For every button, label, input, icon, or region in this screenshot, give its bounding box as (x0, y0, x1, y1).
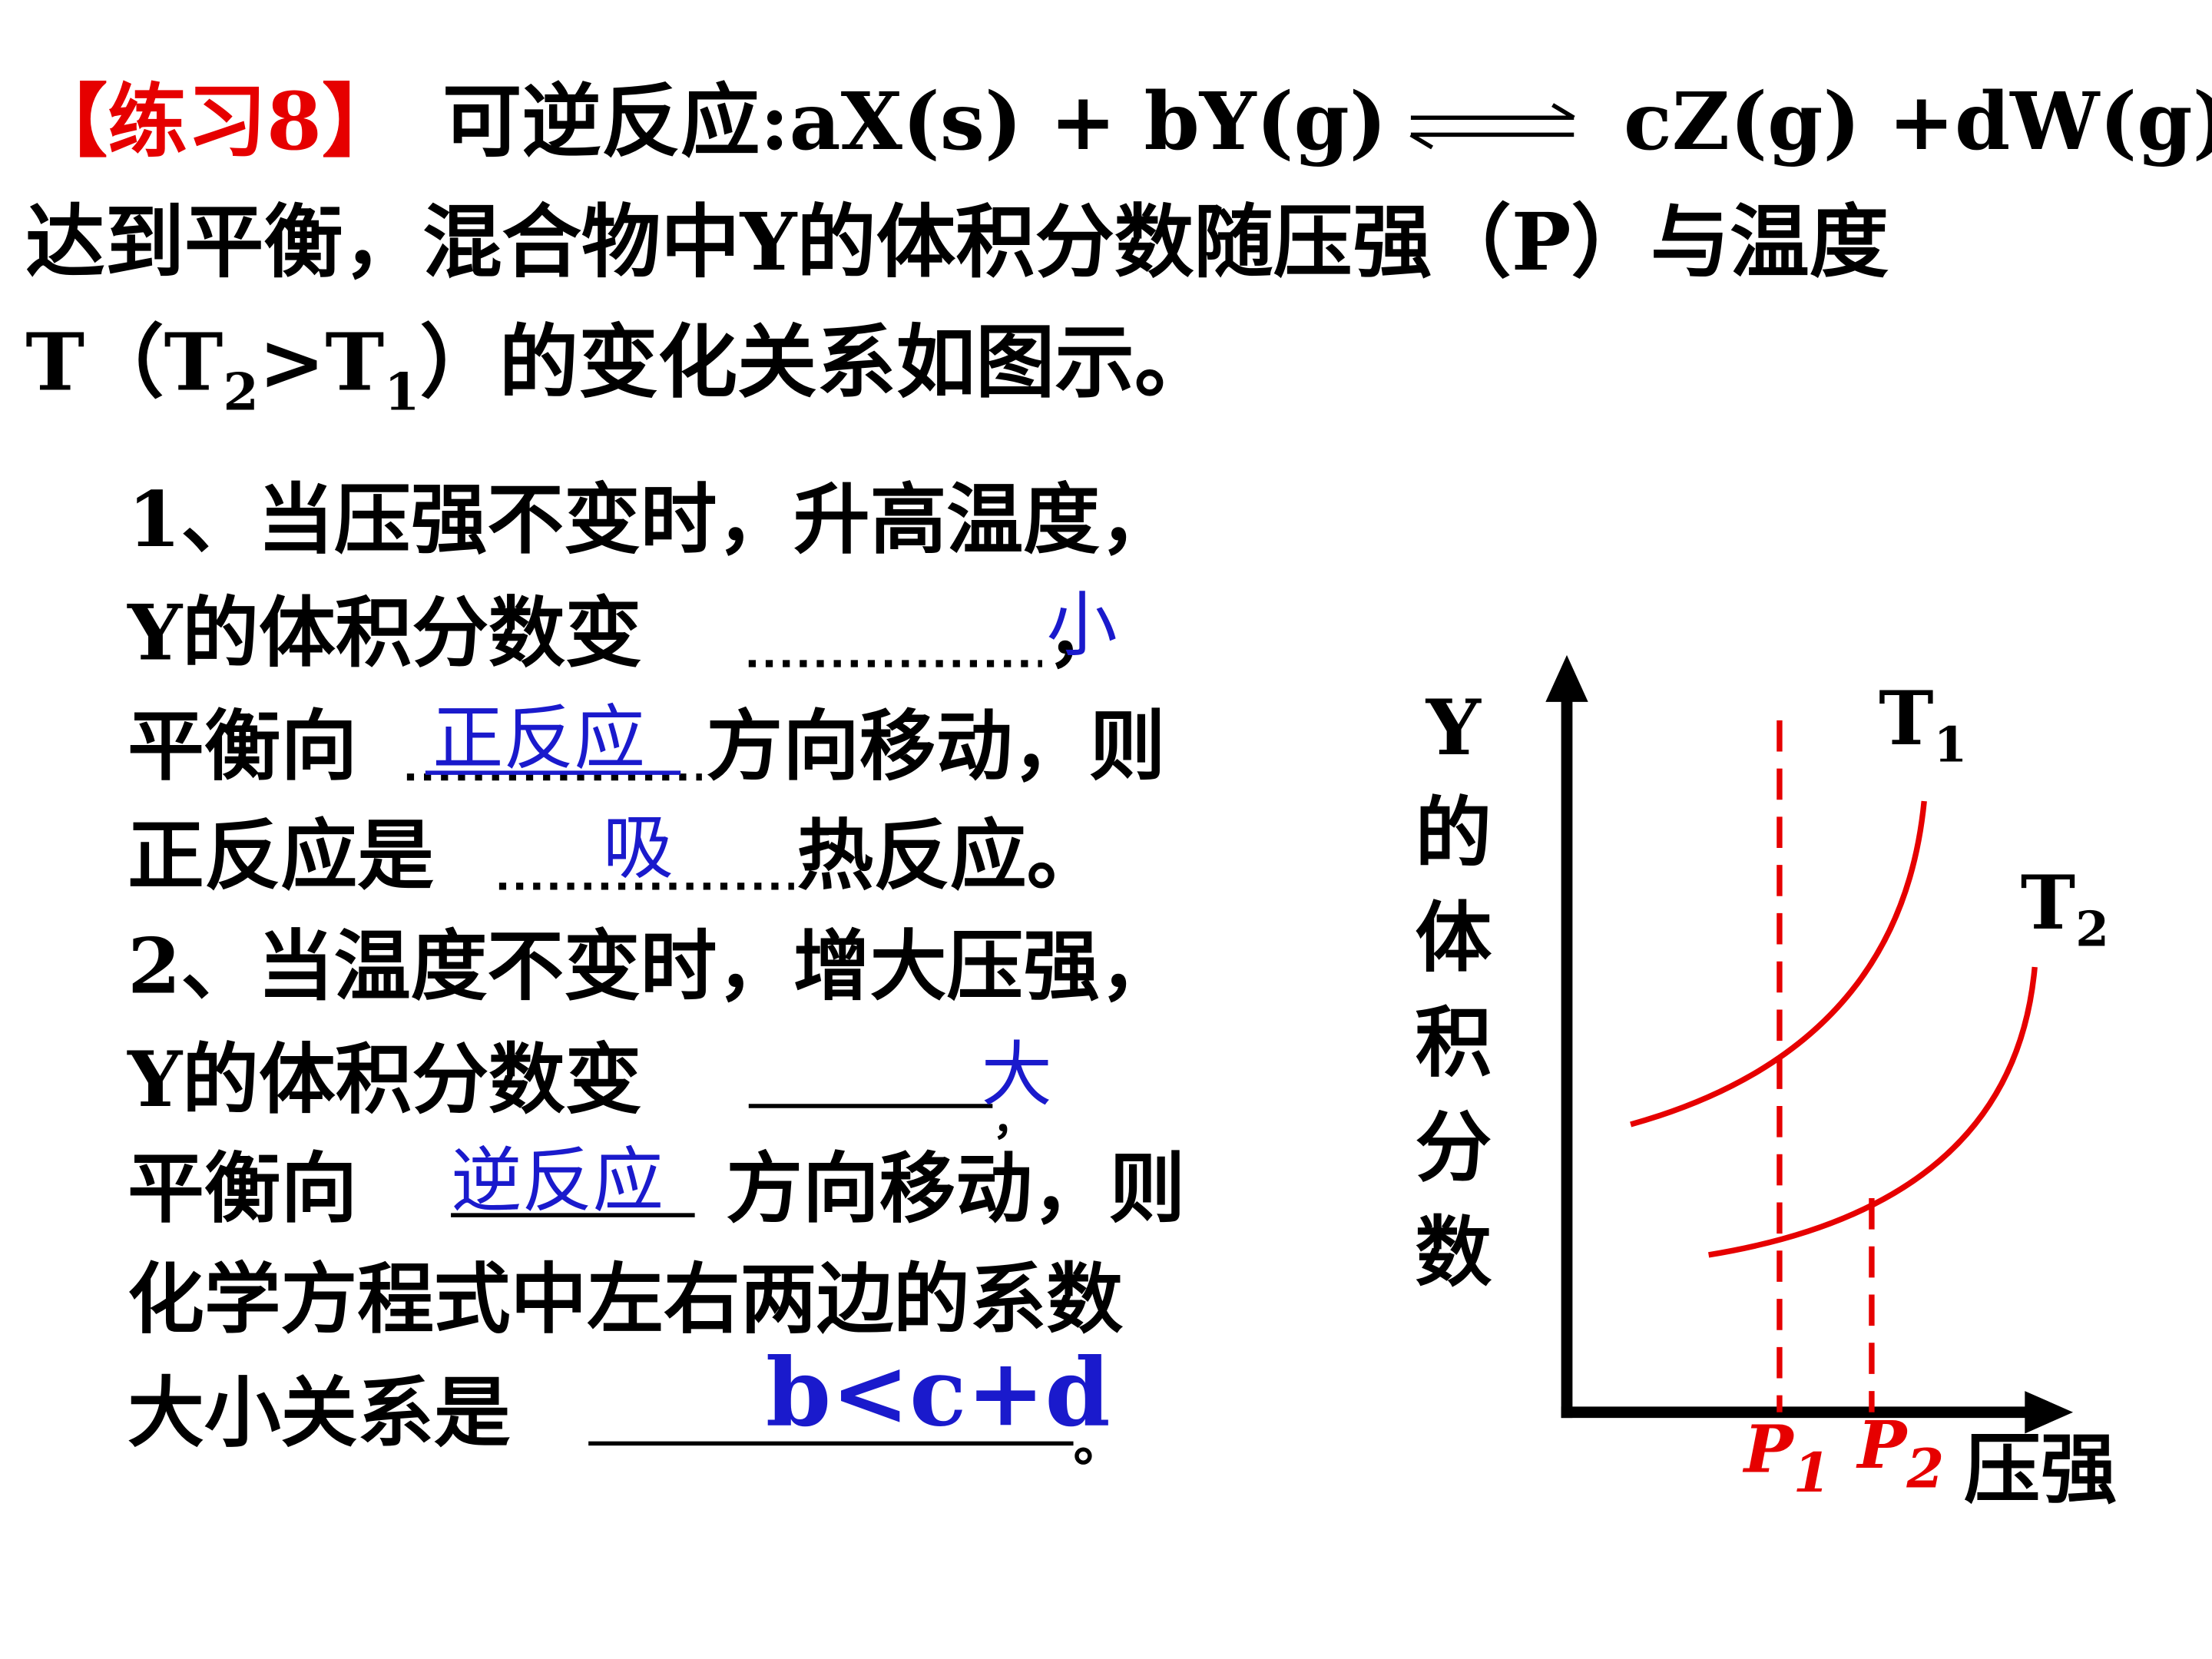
text: T (1879, 675, 1933, 762)
question-line: 。 (1074, 1413, 1124, 1473)
y-axis-label: Y的体积分数 (1415, 682, 1492, 1297)
reaction-right: cZ(g) +dW(g) (1624, 75, 2212, 168)
subscript: 2 (2075, 900, 2109, 957)
answer: 逆反应 (451, 1139, 664, 1222)
text: P (1743, 1411, 1795, 1488)
y-axis-label-char: Y (1426, 682, 1482, 773)
answer: 吸 (603, 806, 674, 889)
curve-label: T1 (1879, 675, 1967, 773)
curve (1630, 800, 1927, 1128)
reversible-arrow (1409, 103, 1575, 150)
y-axis-label-char: 积 (1415, 997, 1492, 1088)
question-line: Y的体积分数变 (127, 587, 641, 677)
marker-label: P1 (1743, 1411, 1831, 1505)
axes (1561, 694, 2042, 1419)
subscript: 1 (1934, 716, 1968, 773)
subscript: 1 (384, 363, 419, 422)
marker-label: P2 (1856, 1407, 1944, 1501)
question-line: 热反应。 (797, 810, 1104, 900)
axis-arrow (2025, 1391, 2074, 1434)
subscript: 2 (1906, 1437, 1944, 1501)
answer: 大 (982, 1033, 1052, 1116)
text: T (2021, 859, 2075, 946)
question-line: 2、当温度不变时，增大压强， (127, 920, 1176, 1011)
question-line: 正反应是 (127, 810, 434, 900)
intro-line: 达到平衡，混合物中Y的体积分数随压强（P）与温度 (25, 196, 1889, 289)
question-line: 方向移动，则 (726, 1143, 1185, 1233)
question-line: 大小关系是 (127, 1367, 510, 1458)
subscript: 1 (1793, 1441, 1831, 1505)
answer: 正反应 (432, 697, 645, 780)
y-axis-label-char: 体 (1415, 892, 1492, 982)
question-line: 平衡向 (127, 1143, 357, 1233)
question-line: 平衡向 (127, 700, 357, 791)
answer: 小 (1046, 584, 1117, 667)
answer: b<c+d (766, 1337, 1111, 1447)
question-line: 化学方程式中左右两边的系数 (127, 1253, 1123, 1344)
y-axis-label-char: 数 (1415, 1207, 1492, 1297)
text: ）的变化关系如图示。 (420, 316, 1214, 409)
reaction-left: 可逆反应:aX(s) + bY(g) (442, 75, 1387, 168)
question-line: 1、当压强不变时，升高温度， (127, 474, 1176, 565)
subscript: 2 (223, 363, 258, 422)
curve-label: T2 (2021, 859, 2109, 957)
text: T（T (25, 316, 223, 409)
text: >T (259, 316, 385, 409)
question-line: ， (1046, 587, 1123, 677)
question-line: Y的体积分数变 (127, 1034, 641, 1124)
curve (1708, 966, 2038, 1258)
x-axis-label: 压强 (1964, 1424, 2117, 1515)
intro-line: T（T2>T1）的变化关系如图示。 (25, 316, 1214, 422)
question-line: 方向移动，则 (706, 700, 1165, 791)
text: P (1856, 1407, 1908, 1484)
exercise-tag: 【练习8】 (28, 75, 401, 168)
y-axis-label-char: 分 (1415, 1102, 1492, 1193)
question-line: ， (992, 1095, 1035, 1145)
axis-arrow (1545, 654, 1588, 702)
y-axis-label-char: 的 (1415, 787, 1492, 878)
